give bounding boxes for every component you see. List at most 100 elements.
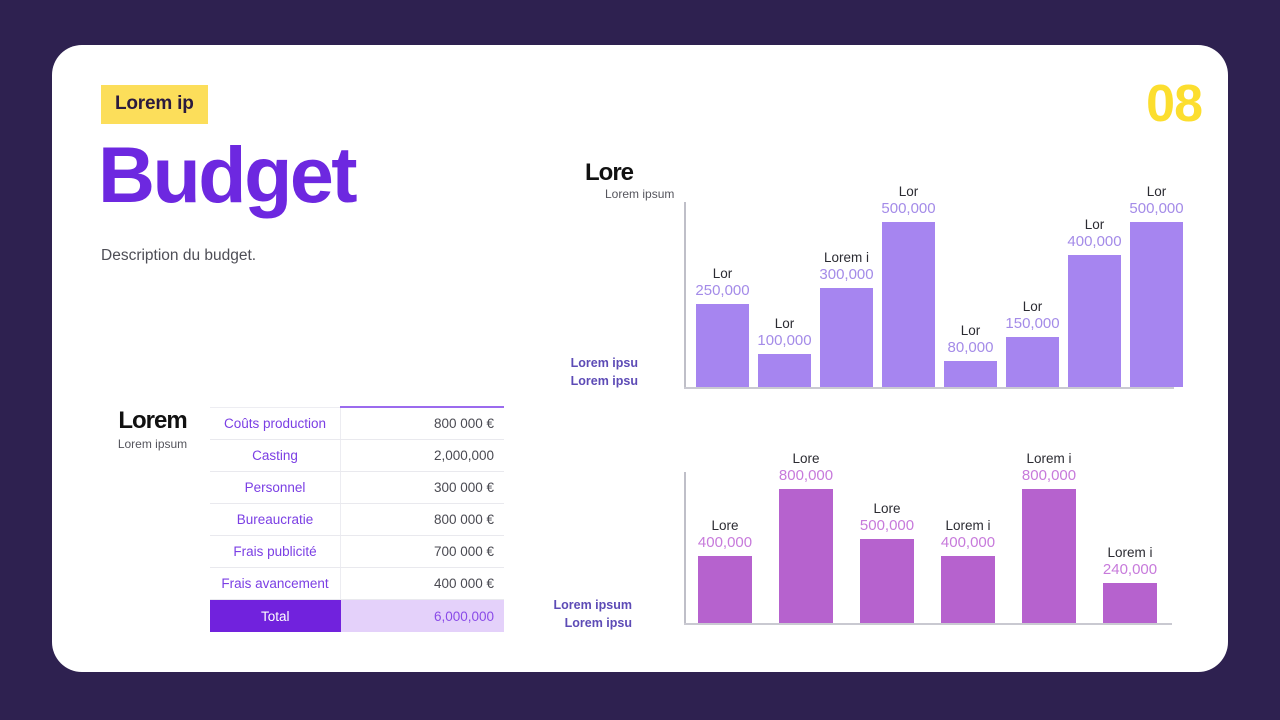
top-chart-axis-label-2: Lorem ipsu (570, 374, 638, 389)
bottom-chart-y-axis (684, 472, 686, 623)
bottom-chart-axis-labels: Lorem ipsum Lorem ipsu (532, 596, 633, 632)
bar: Lorem i 300,000 (819, 250, 874, 387)
bar-value-label: 500,000 (859, 517, 915, 535)
bar: Lor 500,000 (1129, 184, 1184, 387)
bar-category-label: Lorem i (945, 518, 991, 534)
bar-value-label: 250,000 (695, 282, 750, 300)
bar: Lore 500,000 (860, 501, 914, 623)
page-number: 08 (1146, 75, 1203, 133)
bar: Lor 500,000 (881, 184, 936, 387)
bar-category-label: Lor (898, 184, 919, 200)
bar-value-label: 500,000 (1129, 200, 1184, 218)
bar-label: Lor 400,000 (1067, 217, 1121, 251)
table-row: Casting 2,000,000 (210, 439, 504, 472)
bottom-chart-axis-label-1: Lorem ipsum (553, 598, 633, 612)
bar-value-label: 150,000 (1005, 315, 1060, 333)
table-row-label: Frais publicité (210, 535, 341, 568)
bottom-chart-plot: Lore 400,000 Lore 800,000 Lore 500,000 Lorem i… (684, 451, 1172, 625)
bar-value-label: 300,000 (819, 266, 874, 284)
table-heading: Lorem (118, 407, 187, 434)
bar-category-label: Lorem i (823, 250, 870, 266)
top-chart-axis-labels: Lorem ipsu Lorem ipsu (538, 354, 638, 390)
table-row-label: Frais avancement (210, 567, 341, 600)
bar-value-label: 240,000 (1102, 561, 1158, 579)
bar-category-label: Lor (1084, 217, 1105, 233)
bar: Lor 400,000 (1067, 217, 1122, 387)
bar-label: Lorem i 400,000 (941, 518, 995, 552)
bar: Lor 80,000 (944, 323, 997, 387)
top-chart-heading-block: Lore Lorem ipsum (585, 160, 674, 201)
table-total-label: Total (210, 599, 341, 632)
bar-label: Lorem i 240,000 (1103, 545, 1157, 579)
bar: Lor 250,000 (695, 266, 750, 387)
table-total-value: 6,000,000 (340, 599, 504, 632)
table-row: Personnel 300 000 € (210, 471, 504, 504)
table-row: Frais avancement 400 000 € (210, 567, 504, 600)
bar: Lore 800,000 (779, 451, 833, 623)
bar-label: Lor 500,000 (881, 184, 935, 218)
bar-category-label: Lor (960, 323, 981, 339)
bar-category-label: Lor (1146, 184, 1167, 200)
bar-category-label: Lore (792, 451, 820, 467)
section-badge: Lorem ip (101, 85, 208, 124)
bar-value-label: 400,000 (940, 534, 996, 552)
top-chart-x-axis (684, 387, 1174, 389)
bar-category-label: Lore (873, 501, 901, 517)
bar-category-label: Lorem i (1026, 451, 1072, 467)
top-chart-plot: Lor 250,000 Lor 100,000 Lorem i 300,000 Lor 500… (684, 184, 1184, 389)
bar-label: Lorem i 800,000 (1022, 451, 1076, 485)
table-row-value: 700 000 € (340, 535, 504, 568)
bar-value-label: 400,000 (697, 534, 753, 552)
table-row-value: 400 000 € (340, 567, 504, 600)
table-row: Bureaucratie 800 000 € (210, 503, 504, 536)
table-row-label: Personnel (210, 471, 341, 504)
bar-value-label: 80,000 (947, 339, 994, 357)
bar-value-label: 400,000 (1067, 233, 1122, 251)
bar-value-label: 100,000 (757, 332, 812, 350)
bar-category-label: Lore (711, 518, 739, 534)
bar-category-label: Lorem i (1107, 545, 1153, 561)
bottom-chart-x-axis (684, 623, 1172, 625)
table-heading-block: Lorem Lorem ipsum (100, 407, 205, 452)
table-row: Coûts production 800 000 € (210, 406, 504, 440)
bar-label: Lor 80,000 (948, 323, 994, 357)
bar: Lor 100,000 (757, 316, 812, 387)
bar: Lor 150,000 (1005, 299, 1060, 387)
table-row-value: 2,000,000 (340, 439, 504, 472)
bar-label: Lor 500,000 (1129, 184, 1183, 218)
bar-category-label: Lor (774, 316, 795, 332)
top-chart-y-axis (684, 202, 686, 387)
page-title: Budget (98, 130, 358, 219)
table-total-row: Total 6,000,000 (210, 599, 504, 632)
bottom-chart-axis-label-2: Lorem ipsu (564, 616, 632, 631)
bar-label: Lor 250,000 (695, 266, 749, 300)
table-subheading: Lorem ipsum (117, 437, 188, 452)
table-row-value: 800 000 € (340, 503, 504, 536)
table-row-value: 800 000 € (340, 406, 504, 440)
bar: Lore 400,000 (698, 518, 752, 623)
bar: Lorem i 800,000 (1022, 451, 1076, 623)
bar-label: Lore 400,000 (698, 518, 752, 552)
bar-label: Lore 500,000 (860, 501, 914, 535)
table-row: Frais publicité 700 000 € (210, 535, 504, 568)
bar: Lorem i 240,000 (1103, 545, 1157, 623)
bar: Lorem i 400,000 (941, 518, 995, 623)
bar-category-label: Lor (1022, 299, 1043, 315)
budget-table: Coûts production 800 000 € Casting 2,000,00… (210, 406, 504, 632)
table-row-label: Coûts production (210, 406, 341, 440)
bar-value-label: 800,000 (778, 467, 834, 485)
top-chart-axis-label-1: Lorem ipsu (570, 356, 638, 370)
bar-label: Lorem i 300,000 (819, 250, 873, 284)
bar-label: Lor 150,000 (1005, 299, 1059, 333)
top-chart-subtitle: Lorem ipsum (605, 187, 675, 202)
table-row-label: Bureaucratie (210, 503, 341, 536)
bar-category-label: Lor (712, 266, 733, 282)
table-row-value: 300 000 € (340, 471, 504, 504)
bar-value-label: 500,000 (881, 200, 936, 218)
page-subtitle: Description du budget. (101, 247, 257, 264)
bar-label: Lor 100,000 (757, 316, 811, 350)
bar-value-label: 800,000 (1021, 467, 1077, 485)
top-chart-title: Lore (585, 159, 634, 186)
bar-label: Lore 800,000 (779, 451, 833, 485)
